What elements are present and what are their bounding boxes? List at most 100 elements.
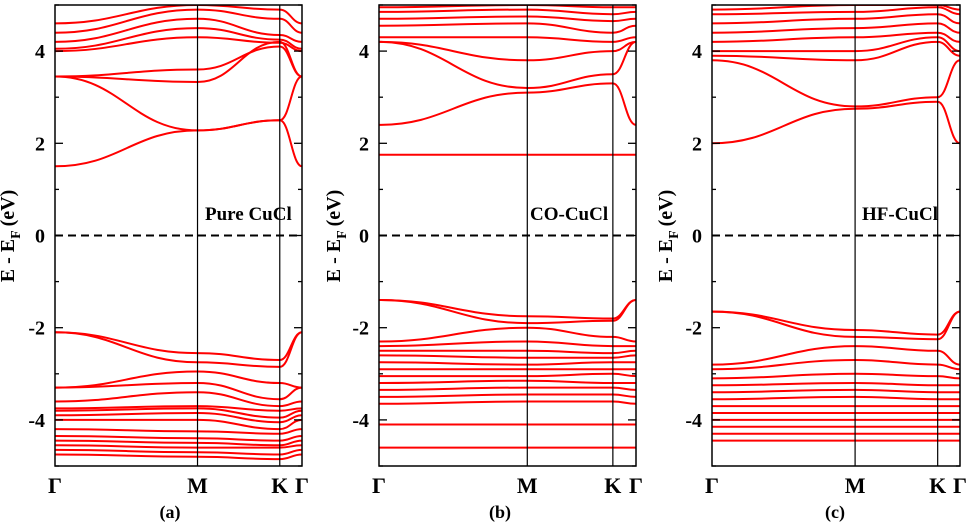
y-axis-label-main: E - E (655, 239, 677, 282)
band-line-18 (379, 372, 636, 378)
band-line-1 (55, 119, 302, 168)
x-tick-label: K (929, 473, 946, 498)
y-tick-label: 2 (692, 133, 702, 155)
band-line-3 (55, 40, 302, 84)
x-tick-label: Γ (372, 473, 386, 498)
x-tick-label: Γ (705, 473, 719, 498)
y-tick-label: 0 (692, 226, 702, 248)
band-line-16 (55, 407, 302, 419)
band-line-17 (712, 395, 960, 401)
band-line-14 (712, 372, 960, 380)
band-line-9 (712, 5, 960, 11)
band-line-4 (379, 40, 636, 62)
y-axis-label-subscript: F (667, 230, 682, 239)
x-tick-label: Γ (629, 473, 643, 498)
y-axis-label-subscript: F (335, 230, 350, 239)
band-line-19 (55, 428, 302, 435)
band-line-11 (55, 331, 302, 368)
x-tick-label: M (517, 473, 538, 498)
y-axis-label: E - EF (eV) (0, 190, 24, 283)
band-line-6 (712, 22, 960, 34)
band-line-8 (55, 8, 302, 34)
band-line-23 (55, 448, 302, 456)
band-line-4 (55, 45, 302, 78)
band-line-4 (712, 36, 960, 53)
band-lines (55, 5, 302, 461)
panel-label: (b) (489, 502, 511, 523)
y-axis-label-unit: (eV) (0, 190, 19, 227)
band-line-10 (55, 331, 302, 362)
x-tick-label: K (604, 473, 621, 498)
y-tick-label: -2 (352, 318, 369, 340)
y-axis-label-main: E - E (323, 239, 345, 282)
band-line-20 (55, 435, 302, 442)
x-tick-label: Γ (48, 473, 62, 498)
band-line-12 (379, 326, 636, 343)
x-tick-label: M (187, 473, 208, 498)
panel-label: (c) (825, 502, 845, 523)
band-line-18 (55, 418, 302, 431)
x-tick-label: Γ (953, 473, 967, 498)
band-line-14 (379, 349, 636, 355)
band-line-22 (379, 400, 636, 405)
band-line-3 (712, 40, 960, 62)
band-line-13 (712, 358, 960, 371)
y-axis-label-main: E - E (0, 239, 19, 282)
band-line-21 (379, 393, 636, 398)
y-tick-label: 0 (35, 226, 45, 248)
band-line-20 (379, 386, 636, 391)
band-line-16 (379, 361, 636, 366)
band-line-15 (712, 381, 960, 387)
band-line-1 (712, 100, 960, 145)
y-tick-label: -2 (28, 318, 45, 340)
y-tick-label: 2 (359, 133, 369, 155)
band-line-17 (55, 411, 302, 424)
x-tick-label: M (845, 473, 866, 498)
band-lines (712, 5, 960, 442)
band-line-11 (379, 299, 636, 325)
y-tick-label: 4 (359, 41, 369, 63)
panel-annotation: CO-CuCl (530, 204, 608, 225)
y-tick-label: 4 (692, 41, 702, 63)
band-line-7 (712, 13, 960, 25)
panel-annotation: Pure CuCl (205, 204, 292, 225)
y-axis-label: E - EF (eV) (323, 190, 350, 283)
band-line-13 (55, 381, 302, 401)
band-line-24 (55, 453, 302, 461)
y-tick-label: -4 (352, 410, 369, 432)
band-line-2 (55, 75, 302, 132)
band-line-22 (55, 444, 302, 449)
band-line-7 (55, 17, 302, 43)
band-line-13 (379, 340, 636, 348)
band-line-6 (379, 22, 636, 34)
band-line-2 (712, 59, 960, 108)
band-line-8 (379, 8, 636, 16)
band-line-21 (55, 439, 302, 447)
y-axis-label-unit: (eV) (323, 190, 345, 227)
y-tick-label: 0 (359, 226, 369, 248)
band-line-19 (379, 379, 636, 384)
band-line-11 (712, 310, 960, 341)
band-line-15 (55, 405, 302, 412)
band-line-5 (55, 36, 302, 53)
band-line-15 (379, 354, 636, 359)
band-line-10 (712, 310, 960, 336)
band-line-12 (55, 370, 302, 389)
band-line-5 (712, 31, 960, 43)
y-axis-label: E - EF (eV) (655, 190, 682, 283)
y-tick-label: -4 (28, 410, 45, 432)
band-line-12 (712, 345, 960, 366)
y-axis-label-subscript: F (9, 230, 24, 239)
panel-label: (a) (160, 502, 181, 523)
band-lines (379, 5, 636, 449)
band-line-8 (712, 6, 960, 16)
band-line-7 (379, 15, 636, 23)
band-line-14 (55, 391, 302, 408)
band-line-9 (55, 5, 302, 25)
band-line-2 (379, 82, 636, 126)
y-tick-label: -4 (685, 410, 702, 432)
band-line-5 (379, 36, 636, 43)
